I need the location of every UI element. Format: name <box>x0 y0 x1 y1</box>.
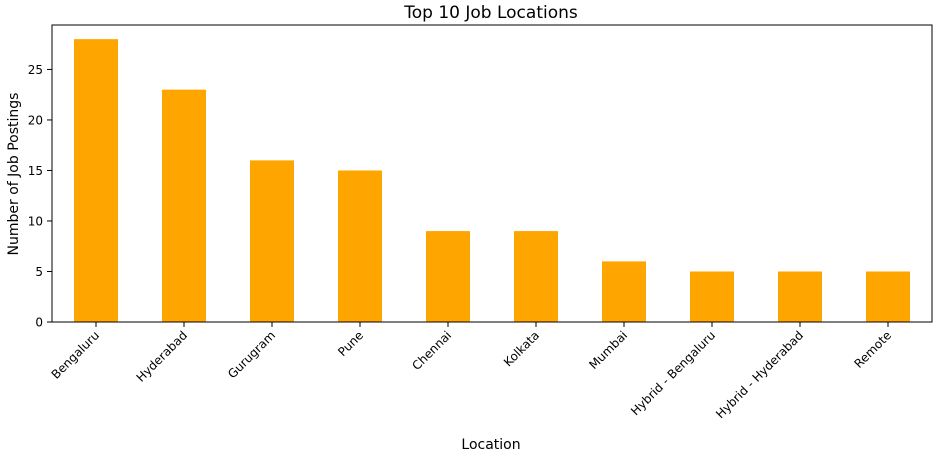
x-tick-label: Hybrid - Bengaluru <box>628 328 718 418</box>
y-axis-label: Number of Job Postings <box>6 93 22 256</box>
y-tick-label: 20 <box>28 113 43 127</box>
x-tick-label: Kolkata <box>501 328 542 369</box>
bar-remote <box>866 271 910 322</box>
x-axis-label: Location <box>461 437 520 453</box>
x-tick-label: Hybrid - Hyderabad <box>713 328 806 421</box>
x-tick-label: Pune <box>335 328 366 359</box>
bar-pune <box>338 170 382 322</box>
y-tick-label: 5 <box>35 265 43 279</box>
plot-frame <box>51 24 933 323</box>
bar-gurugram <box>250 160 294 322</box>
x-tick-label: Bengaluru <box>49 328 103 382</box>
x-tick-label: Remote <box>851 328 894 371</box>
bar-chennai <box>426 231 470 322</box>
y-tick-label: 0 <box>35 316 43 330</box>
bar-bengaluru <box>74 39 118 322</box>
bar-hyderabad <box>162 89 206 323</box>
bar-kolkata <box>514 231 558 322</box>
x-tick-label: Chennai <box>409 328 454 373</box>
x-tick-label: Gurugram <box>225 328 278 381</box>
x-tick-label: Hyderabad <box>134 328 191 385</box>
x-tick-label: Mumbai <box>586 328 630 372</box>
y-tick-label: 10 <box>28 214 43 228</box>
chart-title: Top 10 Job Locations <box>403 3 578 23</box>
bar-hybrid-hyderabad <box>778 271 822 322</box>
y-tick-label: 15 <box>28 164 43 178</box>
y-tick-label: 25 <box>28 63 43 77</box>
bar-mumbai <box>602 261 646 322</box>
plot-area: 0 5 10 15 20 25 Bengaluru Hyderabad Gurugram Pune… <box>28 24 933 421</box>
bar-hybrid-bengaluru <box>690 271 734 322</box>
